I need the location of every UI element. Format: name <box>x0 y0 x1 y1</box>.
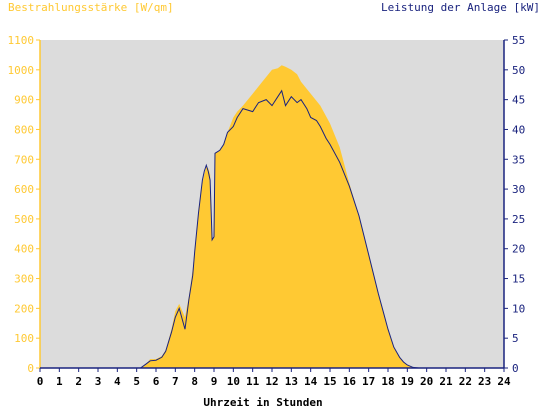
x-tick-label: 12 <box>265 375 278 388</box>
x-tick-label: 6 <box>153 375 160 388</box>
power-line-layer <box>40 89 504 369</box>
x-tick-label: 9 <box>211 375 218 388</box>
x-tick-label: 2 <box>75 375 82 388</box>
left-tick-label: 600 <box>14 183 34 196</box>
x-tick-label: 15 <box>323 375 336 388</box>
right-tick-label: 20 <box>512 243 525 256</box>
right-tick-label: 40 <box>512 123 525 136</box>
x-tick-label: 5 <box>133 375 140 388</box>
irradiance-area <box>40 65 504 369</box>
x-tick-label: 14 <box>304 375 318 388</box>
right-tick-label: 30 <box>512 183 525 196</box>
x-tick-label: 19 <box>401 375 414 388</box>
x-tick-label: 20 <box>420 375 433 388</box>
left-tick-label: 800 <box>14 123 34 136</box>
right-tick-label: 55 <box>512 34 525 47</box>
right-tick-label: 10 <box>512 302 525 315</box>
right-tick-label: 25 <box>512 213 525 226</box>
left-tick-label: 100 <box>14 332 34 345</box>
left-tick-label: 1000 <box>8 64 35 77</box>
power-line <box>40 89 504 369</box>
left-tick-label: 0 <box>27 362 34 375</box>
x-tick-label: 23 <box>478 375 491 388</box>
x-tick-label: 21 <box>439 375 453 388</box>
x-tick-label: 13 <box>285 375 298 388</box>
x-tick-label: 10 <box>227 375 240 388</box>
x-tick-label: 22 <box>459 375 472 388</box>
x-tick-label: 17 <box>362 375 375 388</box>
irradiance-area-layer <box>40 65 504 369</box>
x-tick-label: 0 <box>37 375 44 388</box>
left-tick-label: 500 <box>14 213 34 226</box>
x-tick-label: 1 <box>56 375 63 388</box>
tick-layer: 0100200300400500600700800900100011000510… <box>8 34 526 388</box>
x-tick-label: 3 <box>95 375 102 388</box>
left-axis-title: Bestrahlungsstärke [W/qm] <box>8 1 174 14</box>
x-tick-label: 11 <box>246 375 260 388</box>
right-tick-label: 45 <box>512 94 525 107</box>
right-tick-label: 50 <box>512 64 525 77</box>
x-tick-label: 24 <box>497 375 511 388</box>
x-tick-label: 4 <box>114 375 121 388</box>
left-tick-label: 400 <box>14 243 34 256</box>
x-tick-label: 7 <box>172 375 179 388</box>
left-tick-label: 200 <box>14 302 34 315</box>
right-tick-label: 0 <box>512 362 519 375</box>
right-tick-label: 35 <box>512 153 525 166</box>
right-axis-title: Leistung der Anlage [kW] <box>381 1 540 14</box>
right-tick-label: 15 <box>512 273 525 286</box>
x-tick-label: 18 <box>381 375 394 388</box>
x-axis-title: Uhrzeit in Stunden <box>203 396 322 408</box>
x-tick-label: 16 <box>343 375 357 388</box>
left-tick-label: 700 <box>14 153 34 166</box>
x-tick-label: 8 <box>191 375 198 388</box>
left-tick-label: 300 <box>14 273 34 286</box>
right-tick-label: 5 <box>512 332 519 345</box>
left-tick-label: 900 <box>14 94 34 107</box>
left-tick-label: 1100 <box>8 34 35 47</box>
